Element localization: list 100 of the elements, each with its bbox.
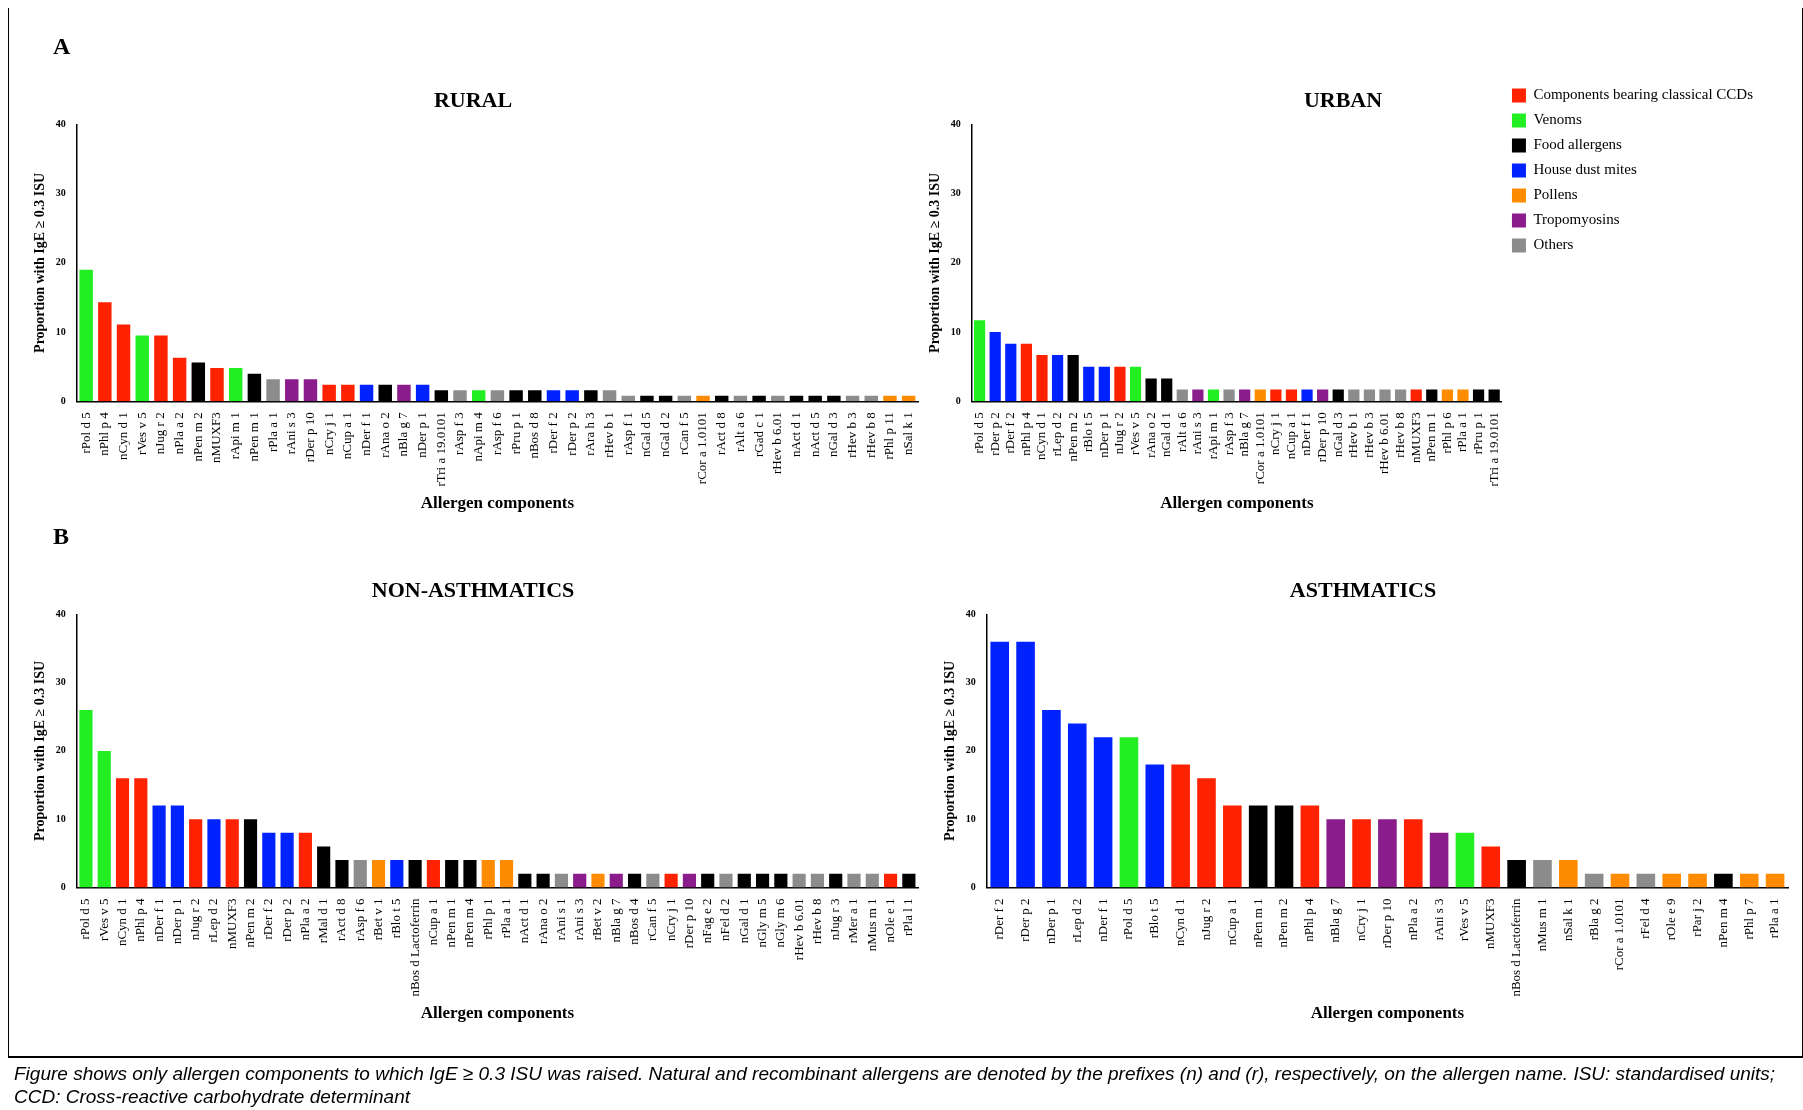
bar xyxy=(426,860,440,888)
legend-label: Food allergens xyxy=(1533,136,1623,153)
x-tick-label: rPla l 1 xyxy=(900,898,916,936)
bar xyxy=(172,357,187,402)
x-tick-label: nSal k 1 xyxy=(1559,898,1575,942)
bar xyxy=(1403,819,1423,888)
bar xyxy=(1662,873,1681,888)
x-tick-label: rHev b 3 xyxy=(1360,412,1376,458)
chart-title: NON-ASTHMATICS xyxy=(371,576,575,602)
y-tick-label: 0 xyxy=(60,880,66,892)
x-tick-label: rBlo t 5 xyxy=(1080,412,1096,453)
x-tick-label: nJug r 3 xyxy=(827,898,843,941)
x-tick-label: nBla g 7 xyxy=(395,411,411,457)
x-tick-label: nCry j 1 xyxy=(1352,898,1368,942)
bar xyxy=(390,860,404,888)
x-tick-label: rAlt a 6 xyxy=(1173,411,1189,453)
x-tick-label: rHev b 6.01 xyxy=(769,412,785,475)
x-tick-label: rDer f 2 xyxy=(991,898,1007,940)
x-tick-label: rAna o 2 xyxy=(376,412,392,458)
bar xyxy=(490,390,505,402)
y-tick-label: 20 xyxy=(55,256,66,268)
legend-label: House dust mites xyxy=(1533,161,1637,178)
x-tick-label: nGal d 2 xyxy=(657,412,673,458)
x-tick-label: rDer f 2 xyxy=(260,898,276,940)
x-tick-label: nGal d 1 xyxy=(735,898,751,944)
x-tick-label: rCor a 1.0101 xyxy=(1251,412,1267,485)
bar xyxy=(1067,723,1087,888)
bar xyxy=(1005,343,1017,402)
bar xyxy=(303,379,318,402)
x-tick-label: rCor a 1.0101 xyxy=(694,412,710,485)
x-tick-label: nApi m 4 xyxy=(470,411,486,462)
bar xyxy=(554,873,568,888)
x-tick-label: rPol d 5 xyxy=(77,898,93,940)
x-tick-label: rAct d 8 xyxy=(713,412,729,455)
x-tick-label: nDer p 1 xyxy=(1095,412,1111,458)
x-tick-label: rOle e 9 xyxy=(1663,898,1679,941)
bar xyxy=(1636,873,1656,888)
bar xyxy=(1301,389,1313,402)
x-tick-label: nBos d Lactoferrin xyxy=(406,897,422,997)
x-tick-label: nMus m 1 xyxy=(863,898,879,952)
y-axis-title: Proportion with IgE ≥ 0.3 ISU xyxy=(32,172,48,353)
x-tick-label: nDer f 1 xyxy=(150,898,166,942)
x-tick-label: rVes v 5 xyxy=(133,412,149,455)
bar xyxy=(1285,389,1298,402)
x-tick-label: nMus m 1 xyxy=(1533,898,1549,952)
text: B xyxy=(53,523,70,550)
bar xyxy=(1171,764,1190,888)
bar xyxy=(152,805,166,888)
x-tick-label: nPen m 2 xyxy=(1064,412,1080,462)
bar xyxy=(546,390,561,402)
bar xyxy=(115,778,130,888)
x-tick-label: nPla a 2 xyxy=(296,898,312,941)
x-tick-label: rPla a 1 xyxy=(264,412,280,453)
bar xyxy=(1036,354,1048,402)
x-tick-label: rLep d 2 xyxy=(205,898,221,943)
x-axis-title: Allergen components xyxy=(1160,493,1314,513)
y-axis-title: Proportion with IgE ≥ 0.3 ISU xyxy=(927,172,943,353)
bar xyxy=(847,873,861,888)
x-tick-label: rAni s 3 xyxy=(1430,898,1446,941)
x-tick-label: rAni s 1 xyxy=(552,898,568,941)
x-tick-label: nGly m 5 xyxy=(753,898,769,948)
x-tick-label: nPla a 2 xyxy=(1404,898,1420,941)
x-tick-label: nGly m 6 xyxy=(772,897,788,948)
bar xyxy=(1042,709,1061,888)
x-tick-label: nMUXF3 xyxy=(223,898,239,949)
y-tick-label: 10 xyxy=(965,812,976,824)
x-tick-label: nCry j 1 xyxy=(662,898,678,942)
y-tick-label: 30 xyxy=(55,676,66,688)
x-tick-label: rPhl p 6 xyxy=(1438,411,1454,454)
bar xyxy=(453,390,467,402)
bar xyxy=(1559,860,1578,888)
x-tick-label: rHev b 6.01 xyxy=(790,898,806,961)
x-tick-label: rLep d 2 xyxy=(1048,412,1064,457)
x-tick-label: nCup a 1 xyxy=(1282,412,1298,460)
x-tick-label: rLep d 2 xyxy=(1068,898,1084,943)
bar xyxy=(79,269,93,402)
y-tick-label: 40 xyxy=(55,117,66,129)
x-tick-label: nPhl p 4 xyxy=(132,897,148,942)
bar xyxy=(98,302,112,402)
bar xyxy=(97,750,111,888)
bar xyxy=(1533,860,1552,888)
bar xyxy=(170,805,184,888)
bar xyxy=(1114,366,1126,402)
text: Figure shows only allergen components to which IgE ≥ 0.3 ISU was raised. Natural and recombinant allergens are denoted by the prefixes (n) and (r), respectively, on the allergen name. ISU: standardised units; CCD: Cross-reactive carbohydrate determinant xyxy=(13,1062,1777,1109)
chart-title: RURAL xyxy=(433,86,513,112)
x-tick-label: nPen m 1 xyxy=(245,412,261,462)
x-tick-label: rTri a 19.0101 xyxy=(432,412,448,487)
bar xyxy=(1378,819,1397,888)
x-axis-title: Allergen components xyxy=(420,493,575,513)
y-tick-label: 10 xyxy=(55,325,66,337)
x-tick-label: rPhl p 1 xyxy=(479,898,495,940)
bar xyxy=(1145,764,1165,888)
x-tick-label: nPen m 2 xyxy=(189,412,205,462)
x-tick-label: rBla g 2 xyxy=(1585,898,1601,941)
x-tick-label: rApi m 1 xyxy=(227,412,243,460)
bar xyxy=(134,778,148,888)
chart-title: URBAN xyxy=(1303,86,1383,112)
bar xyxy=(1098,366,1110,402)
x-tick-label: nCyn d 1 xyxy=(1033,412,1049,460)
bar xyxy=(1584,873,1604,888)
